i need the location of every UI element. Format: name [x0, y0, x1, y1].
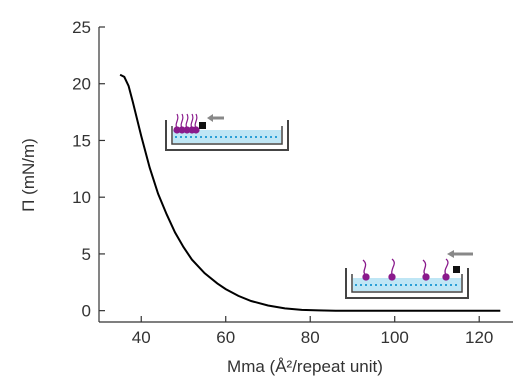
x-tick-label: 80 — [301, 328, 320, 347]
x-tick-label: 120 — [465, 328, 493, 347]
y-ticks: 0 5 10 15 20 25 — [72, 18, 105, 321]
y-tick-label: 15 — [72, 131, 91, 150]
y-axis-label: Π (mN/m) — [19, 138, 38, 212]
trough-compressed-monolayer-icon — [165, 113, 289, 151]
x-tick-label: 60 — [216, 328, 235, 347]
plot-axes — [98, 27, 513, 323]
x-ticks: 40 60 80 100 120 — [132, 316, 493, 347]
x-tick-label: 100 — [381, 328, 409, 347]
y-tick-label: 20 — [72, 75, 91, 94]
x-tick-label: 40 — [132, 328, 151, 347]
x-axis-label: Mma (Å²/repeat unit) — [227, 357, 383, 376]
y-tick-label: 25 — [72, 18, 91, 37]
y-tick-label: 0 — [82, 302, 91, 321]
series-line-isotherm — [119, 73, 501, 312]
y-tick-label: 10 — [72, 188, 91, 207]
y-tick-label: 5 — [82, 245, 91, 264]
trough-expanded-monolayer-icon — [345, 250, 473, 299]
